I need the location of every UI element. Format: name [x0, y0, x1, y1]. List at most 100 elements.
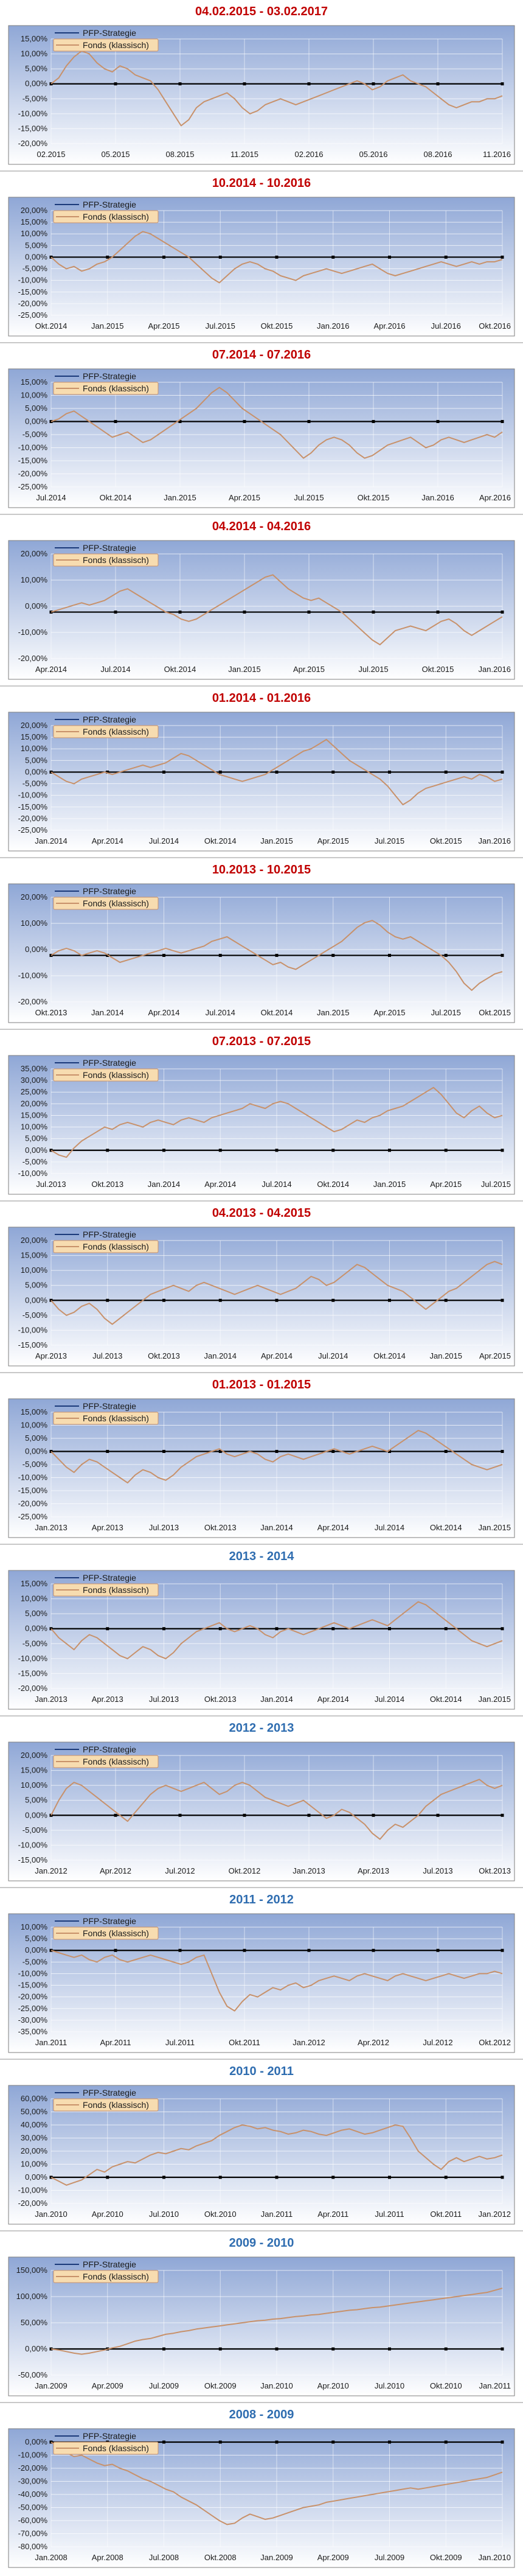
- legend-label-fund: Fonds (klassisch): [83, 898, 149, 908]
- legend-label-strategy: PFP-Strategie: [83, 2431, 136, 2441]
- strategy-marker: [436, 1948, 440, 1952]
- strategy-marker: [444, 1149, 448, 1152]
- x-tick-label: Okt.2015: [358, 493, 390, 502]
- y-tick-label: -20,00%: [18, 139, 48, 148]
- y-tick-label: -15,00%: [18, 1981, 48, 1990]
- strategy-marker: [114, 420, 117, 423]
- chart-panel: 04.2014 - 04.2016 20,00% 10,00% 0,00% -10,00…: [0, 515, 523, 687]
- strategy-marker: [444, 255, 448, 259]
- y-tick-label: -30,00%: [18, 2477, 48, 2486]
- x-tick-label: Jul.2011: [165, 2038, 195, 2047]
- y-tick-label: 20,00%: [21, 2146, 48, 2155]
- strategy-marker: [307, 611, 311, 614]
- legend-fund-box: [53, 1755, 159, 1768]
- x-tick-label: 11.2015: [230, 150, 258, 159]
- strategy-marker: [307, 1948, 311, 1952]
- line-chart: 20,00% 15,00% 10,00% 5,00% 0,00% -5,00% -10,00…: [8, 1741, 515, 1881]
- legend-label-fund: Fonds (klassisch): [83, 1413, 149, 1423]
- y-tick-label: -10,00%: [18, 971, 48, 980]
- strategy-marker: [444, 2175, 448, 2179]
- chart-panel: 2009 - 2010 150,00% 100,00% 50,00% 0,00% -50,…: [0, 2231, 523, 2403]
- x-tick-label: Jan.2010: [479, 2553, 511, 2562]
- y-tick-label: 10,00%: [21, 1265, 48, 1275]
- x-tick-label: Jul.2013: [149, 1695, 179, 1704]
- x-tick-label: Jan.2008: [35, 2553, 68, 2562]
- x-tick-label: Jan.2015: [430, 1351, 463, 1360]
- y-tick-label: 5,00%: [25, 404, 47, 413]
- x-tick-label: Apr.2015: [373, 1008, 405, 1017]
- y-tick-label: -15,00%: [18, 456, 48, 465]
- y-tick-label: 10,00%: [21, 229, 48, 238]
- y-tick-label: 25,00%: [21, 1087, 48, 1096]
- strategy-marker: [114, 1813, 117, 1817]
- panel-divider: [0, 857, 523, 858]
- strategy-marker: [162, 2347, 165, 2351]
- strategy-marker: [500, 1450, 504, 1453]
- chart-panel: 01.2013 - 01.2015 15,00% 10,00% 5,00% 0,00% -…: [0, 1373, 523, 1545]
- fund-series-line: [50, 920, 503, 991]
- y-tick-label: -15,00%: [18, 124, 48, 133]
- y-tick-label: -25,00%: [18, 825, 48, 835]
- chart-title: 04.2014 - 04.2016: [212, 520, 311, 533]
- x-tick-label: Okt.2015: [479, 1008, 511, 1017]
- fund-series-line: [50, 387, 503, 459]
- line-chart: 20,00% 10,00% 0,00% -10,00% -20,00% Okt.2013 J…: [8, 883, 515, 1023]
- strategy-marker: [444, 954, 448, 957]
- y-tick-label: 5,00%: [25, 755, 47, 765]
- strategy-marker: [162, 1450, 165, 1453]
- panel-divider: [0, 1029, 523, 1030]
- y-tick-label: -5,00%: [23, 1157, 48, 1166]
- y-tick-label: -25,00%: [18, 1512, 48, 1521]
- strategy-marker: [500, 2440, 504, 2444]
- y-tick-label: 10,00%: [21, 391, 48, 400]
- legend-label-strategy: PFP-Strategie: [83, 200, 136, 209]
- legend-label-strategy: PFP-Strategie: [83, 1573, 136, 1583]
- chart-title: 10.2014 - 10.2016: [212, 177, 311, 190]
- y-tick-label: -10,00%: [18, 1473, 48, 1482]
- legend-label-fund: Fonds (klassisch): [83, 1070, 149, 1080]
- fund-series-line: [50, 1950, 503, 2012]
- y-tick-label: -5,00%: [23, 1460, 48, 1469]
- x-tick-label: Apr.2014: [261, 1351, 293, 1360]
- x-tick-label: Jan.2015: [317, 1008, 350, 1017]
- x-tick-label: Okt.2013: [204, 1695, 237, 1704]
- x-tick-label: Okt.2014: [430, 1523, 462, 1532]
- chart-title: 10.2013 - 10.2015: [212, 863, 311, 877]
- chart-title: 07.2014 - 07.2016: [212, 348, 311, 362]
- x-tick-label: Okt.2014: [164, 665, 196, 674]
- legend-label-strategy: PFP-Strategie: [83, 886, 136, 896]
- legend-fund-box: [53, 1068, 159, 1082]
- strategy-marker: [331, 255, 335, 259]
- strategy-marker: [372, 611, 375, 614]
- x-tick-label: Jul.2009: [375, 2553, 404, 2562]
- x-tick-label: 02.2015: [37, 150, 66, 159]
- x-tick-label: Apr.2014: [204, 1180, 236, 1189]
- y-tick-label: -10,00%: [18, 791, 48, 800]
- strategy-marker: [388, 770, 391, 774]
- y-tick-label: 15,00%: [21, 34, 48, 43]
- x-tick-label: Okt.2010: [430, 2381, 462, 2390]
- chart-panel: 2011 - 2012 10,00% 5,00% 0,00% -5,00% -10,00%…: [0, 1888, 523, 2060]
- strategy-marker: [218, 255, 222, 259]
- y-tick-label: 20,00%: [21, 1236, 48, 1245]
- strategy-marker: [218, 2175, 222, 2179]
- chart-title: 2013 - 2014: [229, 1550, 294, 1563]
- strategy-marker: [218, 2347, 222, 2351]
- y-tick-label: 30,00%: [21, 1076, 48, 1085]
- x-tick-label: Jul.2013: [36, 1180, 66, 1189]
- chart-title: 01.2014 - 01.2016: [212, 691, 311, 705]
- x-tick-label: Jul.2008: [149, 2553, 179, 2562]
- y-tick-label: -70,00%: [18, 2529, 48, 2538]
- strategy-marker: [106, 2175, 109, 2179]
- y-tick-label: -20,00%: [18, 814, 48, 823]
- y-tick-label: -10,00%: [18, 1654, 48, 1663]
- x-tick-label: Apr.2015: [229, 493, 260, 502]
- y-tick-label: 5,00%: [25, 1134, 47, 1143]
- y-tick-label: 10,00%: [21, 1780, 48, 1790]
- strategy-marker: [331, 1298, 335, 1302]
- y-tick-label: 30,00%: [21, 2133, 48, 2143]
- legend-fund-box: [53, 553, 159, 567]
- x-tick-label: Apr.2011: [317, 2210, 348, 2219]
- y-tick-label: 0,00%: [25, 1146, 47, 1155]
- y-tick-label: 60,00%: [21, 2094, 48, 2103]
